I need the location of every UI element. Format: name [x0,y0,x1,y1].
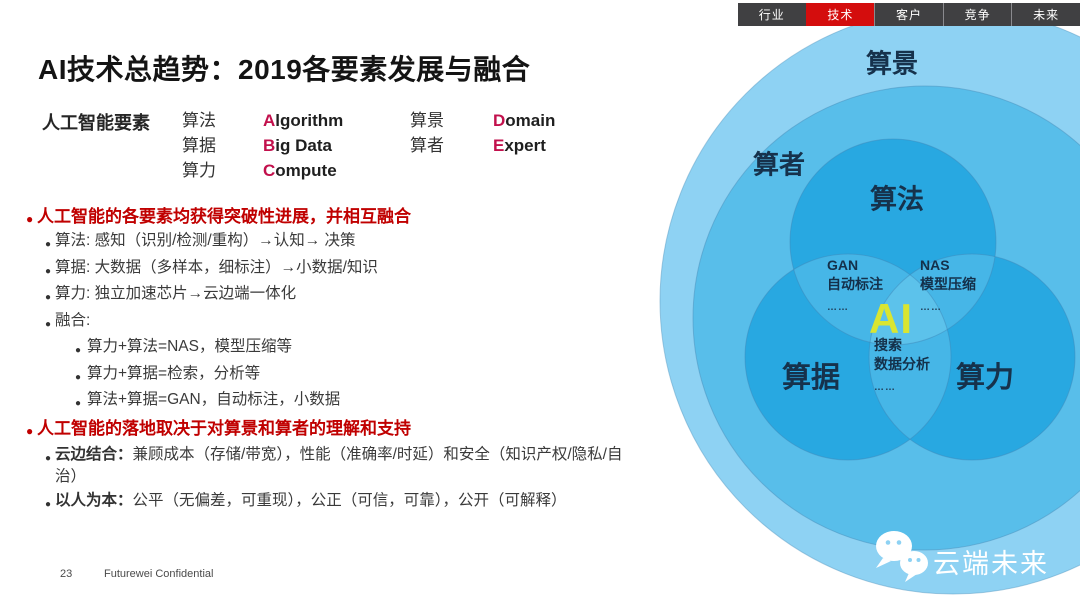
element-en-initial: C [263,161,276,180]
list-item-prefix: 云边结合： [55,445,133,463]
tab-bar: 行业 技术 客户 竞争 未来 [738,3,1080,26]
venn-label-bigdata: 算据 [781,362,841,394]
element-zh: 算者 [410,136,444,155]
bullet-content: ● 人工智能的各要素均获得突破性进展，并相互融合 ● 算法: 感知（识别/检测/重构… [26,206,644,516]
bullet-icon: ● [45,452,52,464]
sub-list-item-text: 算力+算法=NAS，模型压缩等 [87,338,292,355]
gan-line2: 自动标注 [827,276,883,292]
element-en-rest: lgorithm [275,111,344,130]
list-item-text: 云边结合：兼顾成本（存储/带宽），性能（准确率/时延）和安全（知识产权/隐私/自… [55,444,643,488]
elements-zh-column-1: 算法 算据 算力 [182,108,216,183]
bullet-icon: ● [75,371,82,383]
section-heading: ● 人工智能的各要素均获得突破性进展，并相互融合 [26,206,644,230]
bullet-icon: ● [26,423,34,438]
sub-list-item-text: 算法+算据=GAN，自动标注，小数据 [87,391,341,408]
element-en: Big Data [263,133,343,158]
bullet-icon: ● [45,318,52,330]
venn-overlap-center [869,254,951,345]
section-heading: ● 人工智能的落地取决于对算景和算者的理解和支持 [26,418,644,442]
bullet-icon: ● [45,498,52,510]
venn-outline-bottom-left [744,253,952,461]
sub-list-item: ● 算力+算法=NAS，模型压缩等 [75,336,644,363]
element-en: Compute [263,158,343,183]
page-title: AI技术总趋势：2019各要素发展与融合 [38,54,531,85]
venn-outline-top [789,138,997,346]
gan-line: GAN [827,257,859,273]
venn-label-domain: 算景 [865,48,919,79]
list-item: ● 以人为本：公平（无偏差，可重现），公正（可信，可靠），公开（可解释） [45,490,644,516]
section-heading-text: 人工智能的落地取决于对算景和算者的理解和支持 [37,418,411,438]
sub-list-item: ● 算法+算据=GAN，自动标注，小数据 [75,389,644,416]
bullet-icon: ● [45,292,52,303]
tab-competition[interactable]: 竞争 [942,3,1012,26]
element-en-rest: omain [505,111,556,130]
venn-outline-bottom-right [868,253,1076,461]
list-item-text: 算力: 独立加速芯片→云边端一体化 [55,285,297,302]
venn-intersection-search: 搜索 数据分析 …… [874,336,930,397]
element-en: Algorithm [263,108,343,133]
sub-list-item: ● 算力+算据=检索，分析等 [75,363,644,390]
element-en: Domain [493,108,555,133]
venn-intersection-nas: NAS 模型压缩 …… [920,256,976,317]
search-line: 搜索 [874,337,902,353]
elements-en-column-1: Algorithm Big Data Compute [263,108,343,183]
tab-future[interactable]: 未来 [1011,3,1080,26]
venn-center-ai-label: AI [869,295,913,342]
list-item-text: 算据: 大数据（多样本，细标注）→小数据/知识 [55,258,378,276]
list-item-body: 公平（无偏差，可重现），公正（可信，可靠），公开（可解释） [132,491,567,509]
section-heading-text: 人工智能的各要素均获得突破性进展，并相互融合 [37,207,411,226]
list-item-text: 算法: 感知（识别/检测/重构）→认知→ 决策 [55,232,356,249]
gan-dots: …… [827,302,849,313]
bullet-icon: ● [45,265,52,277]
sub-list-item-text: 算力+算据=检索，分析等 [87,364,261,382]
list-item: ● 融合: [45,310,644,337]
search-dots: …… [874,382,896,393]
venn-label-compute: 算力 [955,362,1015,394]
element-zh: 算力 [182,161,216,180]
bullet-icon: ● [75,398,82,409]
tab-technology[interactable]: 技术 [805,3,875,26]
element-zh: 算法 [182,111,216,130]
element-en: Expert [493,133,555,158]
tab-customer[interactable]: 客户 [874,3,943,26]
list-item-text: 融合: [55,311,91,329]
bullet-icon: ● [75,345,82,356]
nas-line2: 模型压缩 [920,276,976,292]
element-zh: 算景 [410,111,444,130]
element-en-initial: E [493,136,505,155]
element-en-initial: A [263,111,276,130]
list-item: ● 云边结合：兼顾成本（存储/带宽），性能（准确率/时延）和安全（知识产权/隐私/… [45,444,644,488]
element-en-initial: D [493,111,506,130]
list-item-body: 兼顾成本（存储/带宽），性能（准确率/时延）和安全（知识产权/隐私/自治） [55,445,623,485]
wechat-account-name: 云端未来 [933,549,1049,579]
list-item: ● 算法: 感知（识别/检测/重构）→认知→ 决策 [45,230,644,257]
list-item-text: 以人为本：公平（无偏差，可重现），公正（可信，可靠），公开（可解释） [55,490,643,516]
elements-en-column-2: Domain Expert [493,108,555,158]
wechat-icon [876,531,928,582]
nas-dots: …… [920,302,942,313]
venn-label-algorithm: 算法 [870,184,924,215]
list-item: ● 算据: 大数据（多样本，细标注）→小数据/知识 [45,257,644,284]
tab-industry[interactable]: 行业 [758,8,785,22]
page-number: 23 [60,568,73,580]
element-en-rest: ig Data [275,136,332,155]
element-en-initial: B [263,136,276,155]
ai-elements-label: 人工智能要素 [42,113,150,133]
nas-line: NAS [920,257,950,273]
list-item: ● 算力: 独立加速芯片→云边端一体化 [45,283,644,310]
element-zh: 算据 [182,136,216,155]
confidential-label: Futurewei Confidential [104,568,214,580]
elements-zh-column-2: 算景 算者 [410,108,444,158]
venn-intersection-gan: GAN 自动标注 …… [827,256,883,317]
search-line2: 数据分析 [874,356,930,372]
bullet-icon: ● [26,212,34,226]
venn-label-expert: 算者 [752,149,806,180]
element-en-rest: xpert [504,136,546,155]
list-item-prefix: 以人为本： [55,491,133,509]
bullet-icon: ● [45,239,52,250]
element-en-rest: ompute [275,161,337,180]
